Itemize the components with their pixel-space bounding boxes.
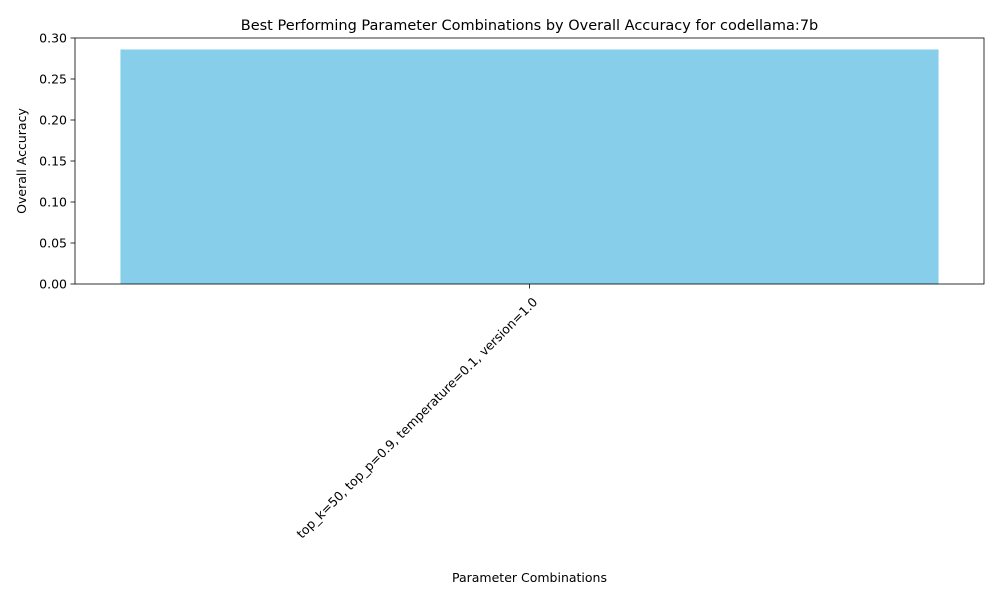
x-tick-label: top_k=50, top_p=0.9, temperature=0.1, ve…	[293, 294, 540, 541]
bar	[120, 49, 939, 285]
y-tick-label: 0.20	[39, 113, 67, 128]
y-tick-label: 0.05	[39, 236, 67, 251]
x-axis-label: Parameter Combinations	[452, 570, 607, 585]
y-tick-label: 0.30	[39, 31, 67, 46]
plot-area: top_k=50, top_p=0.9, temperature=0.1, ve…	[39, 31, 985, 541]
y-tick-label: 0.10	[39, 195, 67, 210]
axes-frame	[74, 37, 985, 285]
y-tick-label: 0.15	[39, 154, 67, 169]
y-axis-label: Overall Accuracy	[14, 108, 29, 214]
chart-title: Best Performing Parameter Combinations b…	[241, 18, 819, 34]
y-tick-label: 0.00	[39, 277, 67, 292]
y-tick-label: 0.25	[39, 72, 67, 87]
